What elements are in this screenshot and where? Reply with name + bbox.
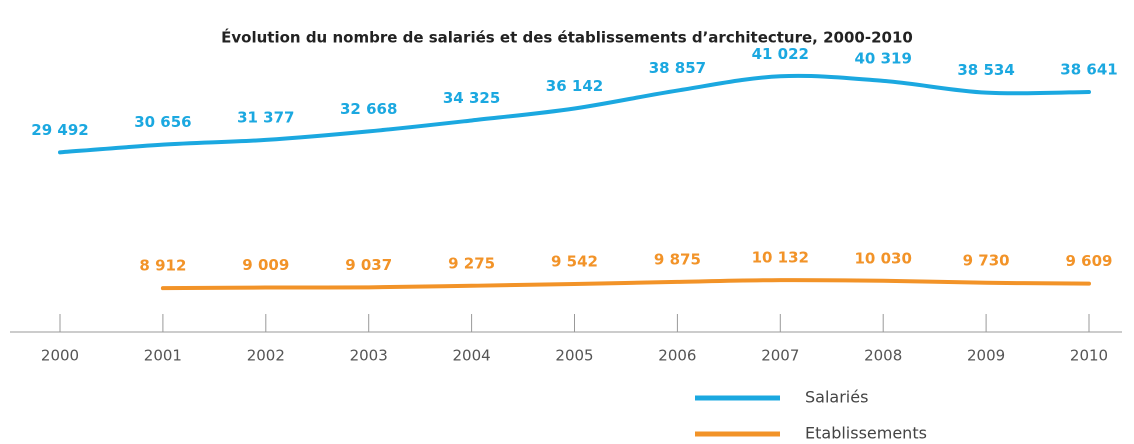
data-label: 40 319 (854, 49, 911, 67)
data-label: 32 668 (340, 100, 397, 118)
data-label: 9 542 (551, 253, 598, 271)
data-label: 41 022 (752, 45, 809, 63)
data-label: 31 377 (237, 108, 294, 126)
x-tick-label: 2000 (41, 347, 79, 365)
x-tick-label: 2010 (1070, 347, 1108, 365)
data-label: 34 325 (443, 89, 500, 107)
legend-label: Etablissements (805, 424, 927, 443)
data-label: 36 142 (546, 77, 603, 95)
data-label: 8 912 (139, 257, 186, 275)
data-label: 38 857 (649, 59, 706, 77)
data-label: 9 275 (448, 254, 495, 272)
series-line (160, 278, 1091, 291)
x-tick-label: 2006 (658, 347, 696, 365)
x-tick-label: 2002 (247, 347, 285, 365)
x-tick-label: 2009 (967, 347, 1005, 365)
x-tick-label: 2005 (555, 347, 593, 365)
data-label: 9 609 (1066, 252, 1113, 270)
x-tick-label: 2001 (144, 347, 182, 365)
chart-title: Évolution du nombre de salariés et des é… (221, 28, 913, 47)
x-tick-label: 2008 (864, 347, 902, 365)
data-label: 10 132 (752, 249, 809, 267)
data-label: 38 641 (1060, 60, 1117, 78)
data-label: 9 875 (654, 250, 701, 268)
series-line (58, 73, 1091, 155)
x-tick-label: 2007 (761, 347, 799, 365)
data-label: 9 730 (963, 251, 1010, 269)
data-label: 9 009 (242, 256, 289, 274)
data-label: 9 037 (345, 256, 392, 274)
data-label: 10 030 (854, 249, 911, 267)
data-label: 38 534 (957, 61, 1014, 79)
legend-label: Salariés (805, 388, 868, 407)
data-label: 29 492 (31, 121, 88, 139)
x-tick-label: 2003 (350, 347, 388, 365)
data-label: 30 656 (134, 113, 191, 131)
x-tick-label: 2004 (453, 347, 491, 365)
